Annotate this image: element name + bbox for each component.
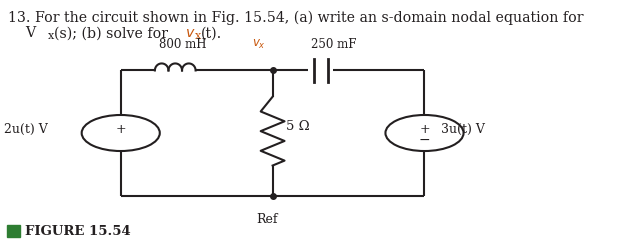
Text: +: + [419,122,430,135]
Text: V: V [8,26,37,40]
Text: (t).: (t). [201,26,222,40]
Text: x: x [48,30,54,41]
Text: (s); (b) solve for: (s); (b) solve for [54,26,173,40]
Text: $v_x$: $v_x$ [252,38,266,51]
Text: 5 Ω: 5 Ω [286,119,310,133]
Text: −: − [418,133,431,147]
Text: Ref: Ref [257,212,278,225]
Bar [7,225,20,237]
Text: x: x [194,30,201,41]
Text: 2u(t) V: 2u(t) V [4,122,48,135]
Text: 800 mH: 800 mH [159,38,206,51]
Text: $v$: $v$ [185,26,196,40]
Text: 3u(t) V: 3u(t) V [441,122,485,135]
Text: +: + [116,122,126,136]
Text: 13. For the circuit shown in Fig. 15.54, (a) write an s-domain nodal equation fo: 13. For the circuit shown in Fig. 15.54,… [8,10,584,24]
Text: FIGURE 15.54: FIGURE 15.54 [25,225,130,237]
Text: 250 mF: 250 mF [311,38,356,51]
